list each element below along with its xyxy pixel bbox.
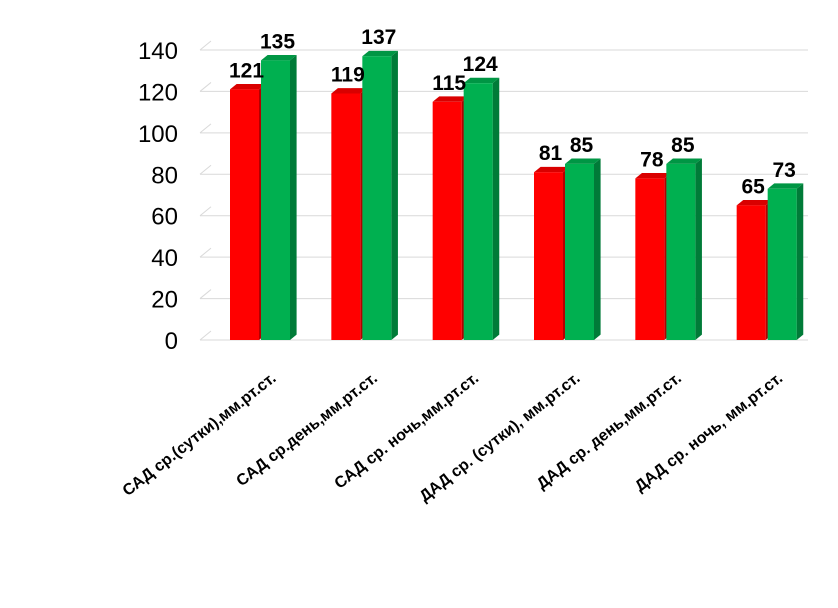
y-tick-label: 80 <box>151 162 178 189</box>
bar-front <box>666 163 696 340</box>
bar-side <box>391 50 398 341</box>
bar-top <box>362 50 398 57</box>
gridline-depth <box>199 206 212 217</box>
bar-front <box>463 83 493 341</box>
y-tick-label: 0 <box>165 328 178 355</box>
bar <box>666 158 702 340</box>
bar-top <box>736 199 773 206</box>
data-label: 119 <box>331 64 365 87</box>
bar <box>432 96 469 341</box>
bar <box>635 173 671 340</box>
bar <box>362 50 398 341</box>
gridlines <box>199 40 808 341</box>
bar-front <box>767 188 797 340</box>
data-label: 124 <box>463 53 498 76</box>
bar-front <box>261 60 290 340</box>
bar-front <box>331 93 361 340</box>
bars <box>230 50 804 341</box>
data-label: 121 <box>229 59 264 82</box>
data-label: 78 <box>640 148 664 171</box>
gridline-depth <box>199 247 212 258</box>
bar-top <box>230 83 266 90</box>
bar-front <box>635 178 665 340</box>
bar-front <box>432 101 462 341</box>
y-tick-label: 140 <box>138 38 178 65</box>
bar-top <box>432 96 469 102</box>
y-tick-label: 40 <box>151 245 178 272</box>
gridline-depth <box>199 123 212 134</box>
data-label: 85 <box>570 134 594 157</box>
bar-side <box>290 54 297 340</box>
bar-side <box>695 158 702 340</box>
bar-top <box>331 88 367 94</box>
bar-top <box>534 166 570 173</box>
x-tick-label: ДАД ср. (сутки), мм.рт.ст. <box>417 370 584 506</box>
y-tick-label: 60 <box>151 204 178 231</box>
bar-front <box>534 172 563 340</box>
gridline-depth <box>199 82 212 92</box>
bar-front <box>565 163 594 340</box>
bar <box>767 183 804 340</box>
data-label: 85 <box>671 134 695 157</box>
bar-front <box>230 89 259 340</box>
x-axis: САД ср.(сутки),мм.рт.ст.САД ср.день,мм.р… <box>120 370 786 506</box>
data-label: 135 <box>260 30 295 53</box>
y-tick-label: 120 <box>138 79 178 106</box>
gridline-depth <box>199 330 212 341</box>
bar-side <box>796 183 804 340</box>
data-label: 115 <box>432 72 466 95</box>
bar-top <box>767 183 804 189</box>
bar-side <box>492 77 500 340</box>
bar-side <box>594 158 601 340</box>
data-label: 137 <box>361 26 396 49</box>
gridline-depth <box>199 40 212 51</box>
bar <box>331 88 367 340</box>
data-label: 73 <box>772 159 795 182</box>
bar-top <box>666 158 702 164</box>
bar <box>534 166 570 340</box>
y-tick-label: 20 <box>151 287 178 314</box>
data-label: 65 <box>741 175 765 198</box>
bar <box>261 54 297 340</box>
gridline-depth <box>199 164 212 175</box>
y-tick-label: 100 <box>138 121 178 148</box>
bar-top <box>635 173 671 179</box>
bar-front <box>362 56 392 340</box>
bar-front <box>736 205 766 340</box>
bar-top <box>261 54 297 61</box>
bar <box>230 83 266 340</box>
data-label: 81 <box>539 142 563 165</box>
bar <box>736 199 773 340</box>
y-axis: 0 20 40 60 80 100 120 140 <box>138 38 178 355</box>
bar <box>565 158 601 340</box>
bar-top <box>463 77 500 84</box>
gridline-depth <box>199 289 212 299</box>
bar-top <box>565 158 601 164</box>
bar <box>463 77 500 341</box>
